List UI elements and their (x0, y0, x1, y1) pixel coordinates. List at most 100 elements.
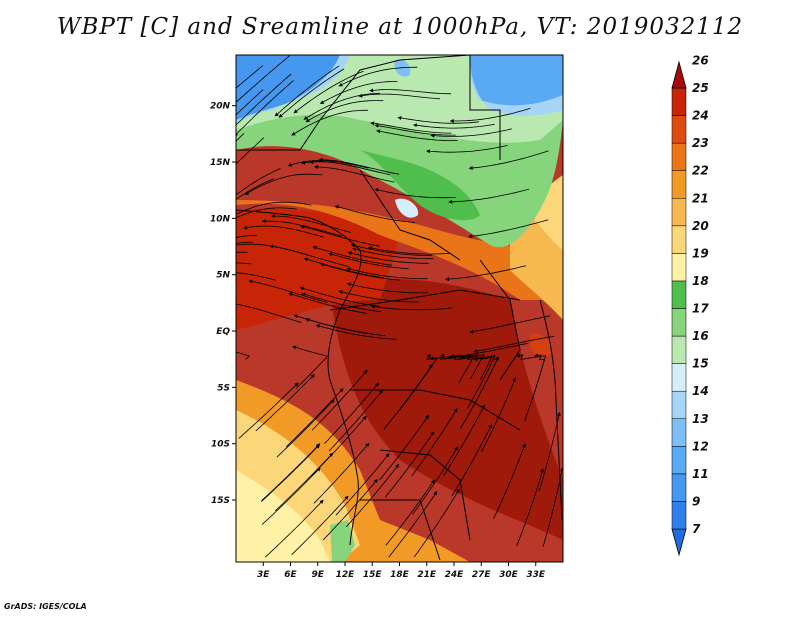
field-south-paleyellow (236, 470, 330, 562)
streamline (312, 245, 393, 266)
streamline (275, 452, 334, 512)
streamline (236, 55, 291, 103)
streamline (291, 109, 368, 136)
colorbar-box-2 (671, 473, 687, 502)
streamline (293, 70, 364, 114)
streamline (369, 88, 452, 95)
colorbar-box-1 (671, 501, 687, 530)
lon-tick-label: 24E (445, 570, 465, 580)
streamline (469, 315, 550, 334)
streamline (264, 499, 324, 558)
streamline (292, 345, 329, 389)
streamline (347, 251, 429, 264)
colorbar-box-3 (671, 446, 687, 475)
colorbar-box-4 (671, 418, 687, 447)
colorbar-label: 22 (692, 164, 709, 178)
lat-tick-label: 10N (210, 214, 231, 224)
lon-tick-label: 15E (363, 570, 383, 580)
streamline (255, 373, 315, 432)
streamline (318, 157, 400, 175)
colorbar-label: 20 (692, 219, 709, 233)
streamline (260, 444, 320, 502)
streamline (236, 207, 297, 219)
lon-tick-label: 18E (390, 570, 410, 580)
streamline (445, 265, 526, 282)
streamline (319, 81, 398, 105)
colorbar-label: 26 (692, 53, 709, 67)
border-central-2 (350, 389, 521, 431)
colorbar-box-12 (671, 198, 687, 227)
lon-tick-label: 33E (526, 570, 546, 580)
streamline (236, 137, 265, 165)
streamline (236, 168, 281, 196)
lon-tick-label: 9E (312, 570, 325, 580)
border-sahara-2 (399, 55, 501, 160)
streamline (379, 414, 430, 481)
streamline (468, 150, 549, 170)
lat-tick-label: 10S (211, 440, 230, 450)
colorbar-label: 18 (692, 274, 709, 288)
lat-tick-label: 15S (211, 496, 230, 506)
streamline (358, 93, 441, 100)
streamline (311, 369, 368, 431)
colorbar-box-16 (671, 87, 687, 116)
streamline (261, 467, 321, 525)
streamline (243, 225, 324, 238)
colorbar-upper-extension (671, 60, 687, 89)
streamline (278, 68, 345, 118)
colorbar-label: 12 (692, 439, 709, 453)
streamline (384, 431, 435, 498)
streamline (352, 247, 434, 260)
streamline (481, 377, 517, 452)
streamline (248, 279, 328, 303)
field-south-green (330, 520, 355, 562)
streamline (328, 389, 384, 452)
streamline (322, 478, 378, 541)
streamline (236, 73, 292, 126)
streamline (238, 382, 299, 439)
streamline (271, 214, 352, 233)
streamline (236, 234, 258, 238)
field-east-yellow (530, 175, 563, 250)
streamline (524, 353, 546, 422)
colorbar-label: 14 (692, 384, 709, 398)
colorbar-label: 11 (692, 467, 709, 481)
streamline (303, 92, 381, 120)
streamline (274, 65, 340, 117)
streamline (411, 408, 458, 477)
streamline (542, 467, 563, 547)
streamline (459, 356, 499, 430)
colorbar-box-13 (671, 170, 687, 199)
streamline (370, 304, 453, 311)
field-blue-northwest (236, 55, 340, 125)
streamline (376, 129, 458, 141)
colorbar-box-7 (671, 335, 687, 364)
streamline (398, 353, 438, 412)
coastline-east-africa (539, 299, 563, 521)
streamline (412, 123, 495, 129)
streamline (367, 246, 450, 255)
streamline (449, 107, 531, 123)
streamline (305, 318, 386, 336)
colorbar-label: 19 (692, 246, 709, 260)
streamline (320, 262, 401, 281)
streamline (473, 336, 555, 354)
streamline (305, 100, 384, 123)
streamline (236, 303, 302, 323)
colorbar-box-15 (671, 115, 687, 144)
colorbar-label: 16 (692, 329, 709, 343)
lon-tick-label: 30E (499, 570, 519, 580)
colorbar-box-6 (671, 363, 687, 392)
streamline (350, 243, 432, 256)
streamline (314, 164, 395, 183)
lon-tick-label: 3E (257, 570, 270, 580)
streamline (338, 290, 420, 303)
lat-tick-label: EQ (216, 327, 230, 337)
streamline (443, 404, 485, 476)
streamline (236, 201, 312, 217)
colorbar: 7 9 11 12 13 14 15 16 17 18 19 20 21 22 23 24 25 26 (671, 53, 709, 557)
streamline (269, 244, 349, 267)
colorbar-label: 9 (692, 494, 700, 508)
streamline (413, 488, 460, 558)
